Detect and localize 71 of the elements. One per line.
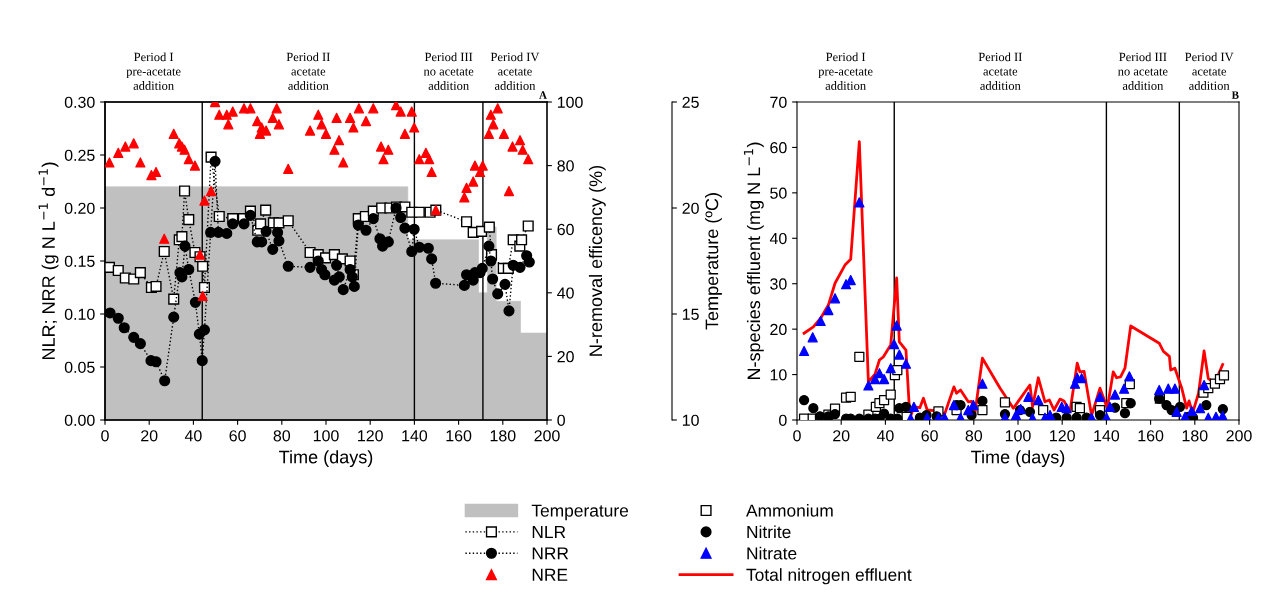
x-tick-label: 60 — [229, 430, 246, 442]
y-tick-label: 50 — [770, 187, 787, 199]
legend-label: NRR — [532, 547, 569, 560]
x-tick-label: 60 — [921, 430, 938, 442]
x-tick-label: 140 — [1094, 430, 1120, 442]
legend-label: NLR — [532, 526, 566, 538]
y-tick-label: 0.15 — [64, 255, 95, 267]
y2-tick-label: 40 — [557, 287, 574, 299]
y-tick-label: 40 — [769, 232, 787, 245]
x-tick-label: 160 — [446, 430, 472, 442]
y2-tick-label: 0 — [557, 414, 565, 426]
y3-tick-label: 25 — [682, 96, 699, 108]
x-tick-label: 200 — [1226, 430, 1252, 442]
y2-tick-label: 80 — [557, 160, 574, 172]
x-tick-label: 80 — [273, 430, 291, 442]
x-tick-label: 20 — [833, 430, 850, 442]
text: Period II acetate addition — [978, 52, 1022, 90]
y3-tick-label: 15 — [682, 308, 699, 320]
x-tick-label: 80 — [965, 430, 983, 442]
text: Period IV acetate addition — [1185, 52, 1234, 90]
y-axis-title: N-species effluent (mg N L$^{−1}$) — [743, 142, 764, 380]
y-tick-label: 0.20 — [64, 202, 95, 214]
text: Period III no acetate addition — [423, 52, 474, 90]
x-tick-label: 20 — [141, 430, 158, 442]
x-tick-label: 100 — [1005, 430, 1031, 442]
x-tick-label: 120 — [358, 430, 383, 442]
chart-title: A — [539, 91, 547, 99]
text: Period II acetate addition — [286, 52, 330, 90]
y-tick-label: 10 — [770, 369, 787, 381]
y-tick-label: 30 — [770, 278, 787, 290]
legend-label: Nitrate — [747, 546, 797, 560]
x-axis-title: Time (days) — [971, 450, 1065, 467]
text: Period I pre-acetate addition — [126, 52, 181, 90]
y-tick-label: 0.05 — [64, 361, 95, 373]
x-tick-label: 40 — [876, 430, 894, 442]
y-tick-label: 0.00 — [64, 414, 95, 426]
legend-label: Ammonium — [746, 503, 833, 517]
y-tick-label: 0 — [779, 414, 787, 426]
y2-axis-title: N-removal efficency (%) — [588, 165, 606, 356]
chart-title: B — [1231, 91, 1239, 99]
x-tick-label: 180 — [1182, 430, 1208, 442]
legend-label: Total nitrogen effluent — [746, 568, 912, 585]
x-tick-label: 100 — [313, 430, 339, 442]
text: Period I pre-acetate addition — [818, 52, 873, 90]
x-tick-label: 200 — [534, 430, 560, 442]
y2-tick-label: 20 — [557, 351, 574, 363]
y-tick-label: 0.10 — [64, 308, 95, 320]
x-tick-label: 140 — [402, 430, 428, 442]
legend-label: Temperature — [531, 504, 629, 521]
y-tick-label: 70 — [770, 96, 787, 108]
y-axis-title: NLR; NRR (g N L$^{−1}$ d$^{−1}$) — [38, 162, 59, 360]
x-tick-label: 0 — [101, 430, 109, 442]
legend-label: Nitrite — [747, 525, 791, 539]
y3-tick-label: 20 — [682, 202, 699, 214]
text: Period IV acetate addition — [490, 52, 540, 90]
x-tick-label: 180 — [490, 430, 516, 442]
x-axis-title: Time (days) — [279, 450, 373, 467]
x-tick-label: 160 — [1138, 430, 1164, 442]
y2-tick-label: 60 — [557, 223, 574, 236]
x-tick-label: 120 — [1050, 430, 1075, 442]
text: Period III no acetate addition — [1117, 52, 1168, 90]
x-tick-label: 40 — [184, 430, 202, 442]
y-tick-label: 20 — [770, 323, 787, 336]
y3-tick-label: 10 — [682, 414, 699, 426]
y-tick-label: 60 — [770, 142, 787, 154]
x-tick-label: 0 — [793, 430, 801, 442]
y3-axis-title: Temperature (ºC) — [705, 193, 722, 330]
legend-label: NRE — [532, 568, 568, 581]
y2-tick-label: 100 — [557, 96, 583, 108]
y-tick-label: 0.30 — [64, 96, 95, 108]
y-tick-label: 0.25 — [64, 149, 95, 161]
